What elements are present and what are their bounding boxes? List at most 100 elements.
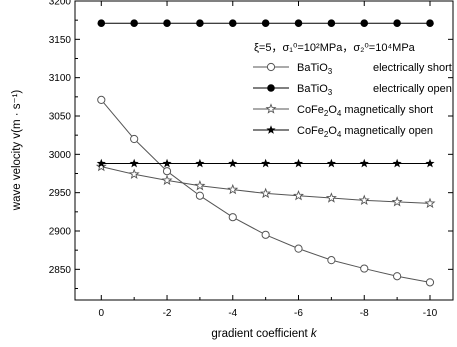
data-point [260, 187, 272, 199]
y-tick-label: 3100 [49, 73, 72, 84]
x-axis-label: gradient coefficient k [211, 328, 318, 340]
data-point [227, 183, 239, 195]
x-tick-label: -4 [228, 308, 237, 319]
data-point [393, 19, 401, 28]
x-tick-label: -8 [360, 308, 369, 319]
data-point [228, 158, 238, 168]
legend-marker-star-open [265, 103, 277, 114]
data-point [360, 264, 369, 273]
data-point [97, 95, 106, 105]
data-point [424, 197, 436, 209]
data-point [228, 213, 237, 222]
series-line [101, 166, 431, 204]
series [97, 95, 435, 287]
legend-description: magnetically short [344, 104, 433, 116]
y-tick-label: 3200 [49, 0, 72, 8]
data-point [294, 244, 303, 253]
data-point [228, 19, 237, 28]
x-tick-label: 0 [99, 308, 105, 319]
axis-ticks: 0 -2 -4 -6 -8 -10 2850 2900 2950 3000 3050 3100 3150… [49, 0, 453, 319]
legend-entry: BaTiO3 electrically short [253, 62, 452, 76]
legend-marker-circle-open [266, 62, 276, 72]
data-point [128, 168, 140, 179]
data-point [426, 19, 434, 28]
data-point [326, 158, 336, 168]
data-point [261, 158, 271, 168]
data-point [391, 196, 403, 207]
data-point [359, 158, 369, 168]
data-point [97, 19, 106, 28]
data-point [163, 19, 171, 28]
data-point [95, 160, 107, 172]
data-point [360, 19, 369, 28]
legend-marker-star-filled [266, 125, 276, 134]
data-point [293, 158, 304, 168]
legend: ξ=5，σ₁⁰=10²MPa，σ₂⁰=10⁴MPa BaTiO3 electri… [253, 42, 452, 139]
y-tick-label: 3050 [49, 112, 72, 123]
data-point [195, 191, 205, 200]
legend-material-subscript: 4 [337, 130, 342, 139]
data-point [327, 256, 336, 265]
star-filled-icon [266, 125, 276, 134]
data-point [130, 134, 139, 144]
legend-material: O [328, 125, 337, 137]
legend-marker-circle-filled [267, 84, 275, 92]
y-tick-label: 2950 [49, 188, 72, 199]
legend-material: CoFe [297, 104, 324, 116]
legend-material: CoFe [297, 125, 324, 137]
legend-entry: CoFe2O4 magnetically open [253, 125, 433, 139]
legend-material: BaTiO [297, 83, 328, 95]
legend-material-subscript: 3 [328, 88, 333, 97]
legend-entry: BaTiO3 electrically open [253, 83, 452, 97]
y-tick-label: 2900 [49, 227, 72, 238]
plot-area-frame [74, 0, 454, 301]
series [95, 160, 436, 209]
legend-material-subscript: 3 [328, 67, 333, 76]
svg-text:BaTiO3: BaTiO3 [297, 83, 333, 97]
series [96, 158, 435, 168]
legend-entry: CoFe2O4 magnetically short [253, 103, 433, 118]
y-tick-label: 3150 [49, 35, 72, 46]
legend-material: BaTiO [297, 62, 328, 74]
data-point [161, 174, 173, 186]
series-layer [95, 19, 436, 287]
legend-description: electrically open [373, 83, 452, 95]
data-point [162, 167, 172, 176]
y-axis-label: wave velocity v(m · s⁻¹) [11, 90, 23, 212]
data-point [129, 158, 139, 168]
x-tick-label: -2 [163, 308, 172, 319]
data-point [130, 19, 138, 28]
legend-material-subscript: 4 [337, 109, 342, 118]
data-point [261, 230, 270, 239]
data-point [325, 192, 337, 203]
x-tick-label: -10 [423, 308, 438, 319]
y-tick-label: 2850 [49, 265, 72, 276]
data-point [261, 19, 270, 28]
data-point [195, 158, 205, 168]
data-point [358, 194, 370, 206]
data-point [96, 158, 106, 168]
legend-description: magnetically open [344, 125, 433, 137]
legend-description: electrically short [373, 62, 452, 74]
data-point [194, 179, 206, 191]
y-tick-label: 3000 [49, 150, 72, 161]
legend-material: O [328, 104, 337, 116]
data-point [162, 158, 172, 168]
data-point [294, 19, 303, 28]
legend-material-subscript: 2 [324, 130, 329, 139]
data-point [425, 158, 435, 168]
legend-material-subscript: 2 [324, 109, 329, 118]
legend-header: ξ=5，σ₁⁰=10²MPa，σ₂⁰=10⁴MPa [254, 42, 416, 54]
data-point [425, 278, 435, 287]
series [97, 19, 434, 28]
data-point [327, 19, 336, 28]
x-tick-label: -6 [294, 308, 303, 319]
data-point [392, 158, 402, 168]
data-point [393, 272, 402, 281]
svg-text:BaTiO3: BaTiO3 [297, 62, 333, 76]
data-point [196, 19, 204, 28]
star-open-icon [265, 103, 277, 114]
